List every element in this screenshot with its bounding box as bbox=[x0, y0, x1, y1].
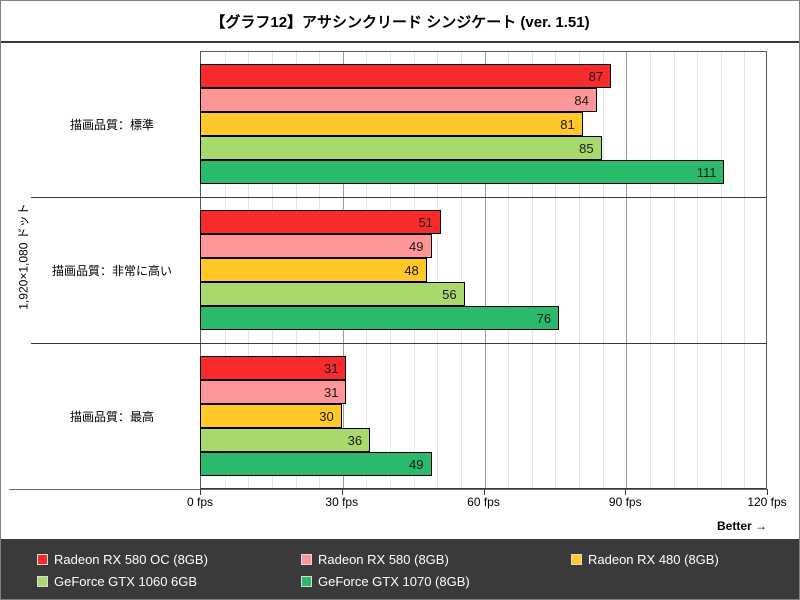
bar-row: 31 bbox=[200, 380, 767, 404]
legend-swatch-icon bbox=[37, 575, 48, 587]
bar[interactable]: 49 bbox=[200, 452, 432, 476]
gridline-minor bbox=[460, 52, 462, 488]
bar-value-label: 84 bbox=[574, 92, 589, 108]
x-tick-label: 90 fps bbox=[608, 495, 642, 509]
bar[interactable]: 30 bbox=[200, 404, 342, 428]
legend-item[interactable]: GeForce GTX 1060 6GB bbox=[37, 574, 197, 589]
bar-value-label: 49 bbox=[409, 456, 424, 472]
bar[interactable]: 51 bbox=[200, 210, 441, 234]
category-label: 描画品質：非常に高い bbox=[51, 264, 172, 278]
legend-swatch-icon bbox=[301, 575, 312, 587]
bar-value-label: 36 bbox=[347, 432, 363, 448]
gridline-minor bbox=[555, 52, 557, 488]
bar-value-label: 56 bbox=[442, 286, 457, 302]
bar-value-label: 87 bbox=[588, 68, 604, 84]
gridline-minor bbox=[649, 52, 651, 488]
x-tick-mark bbox=[625, 489, 627, 495]
y-axis-title: 1,920×1,080 ドット bbox=[16, 203, 31, 310]
legend-item[interactable]: GeForce GTX 1070 (8GB) bbox=[301, 574, 470, 589]
page-title: 【グラフ12】アサシンクリード シンジケート (ver. 1.51) bbox=[210, 13, 590, 31]
bar-row: 81 bbox=[200, 112, 767, 136]
legend-item[interactable]: Radeon RX 580 OC (8GB) bbox=[37, 552, 208, 567]
x-tick-label: 60 fps bbox=[467, 495, 500, 509]
legend-row-2: GeForce GTX 1060 6GB GeForce GTX 1070 (8G… bbox=[1, 570, 799, 592]
gridline-minor bbox=[508, 52, 510, 488]
gridline-minor bbox=[531, 52, 533, 488]
bar-row: 30 bbox=[200, 404, 767, 428]
bar[interactable]: 31 bbox=[200, 380, 347, 404]
x-tick-mark bbox=[767, 489, 768, 495]
x-tick-label: 120 fps bbox=[747, 495, 787, 509]
bar[interactable]: 48 bbox=[200, 258, 427, 282]
bar-value-label: 48 bbox=[404, 262, 419, 278]
legend-label: GeForce GTX 1070 (8GB) bbox=[318, 573, 470, 589]
gridline-minor bbox=[720, 52, 722, 488]
bar[interactable]: 87 bbox=[200, 64, 612, 88]
bar[interactable]: 76 bbox=[200, 306, 560, 330]
group-separator bbox=[31, 343, 767, 344]
bar-value-label: 30 bbox=[319, 408, 334, 424]
x-tick-mark bbox=[483, 489, 485, 495]
gridline-minor bbox=[744, 52, 746, 488]
legend-item[interactable]: Radeon RX 480 (8GB) bbox=[571, 552, 719, 567]
bar-row: 56 bbox=[200, 282, 767, 306]
bar-row: 87 bbox=[200, 64, 767, 88]
better-annotation: Better → bbox=[716, 519, 767, 533]
gridline-minor bbox=[697, 52, 699, 488]
title-bar: 【グラフ12】アサシンクリード シンジケート (ver. 1.51) bbox=[1, 1, 799, 43]
category-label: 描画品質：最高 bbox=[69, 410, 154, 424]
bar-row: 36 bbox=[200, 428, 767, 452]
x-tick-mark bbox=[341, 489, 343, 495]
group-separator bbox=[31, 197, 767, 198]
legend-swatch-icon bbox=[37, 553, 48, 565]
bar-value-label: 111 bbox=[696, 164, 717, 180]
legend-swatch-icon bbox=[571, 553, 582, 565]
legend-swatch-icon bbox=[301, 553, 312, 565]
gridline-minor bbox=[437, 52, 439, 488]
bar-row: 84 bbox=[200, 88, 767, 112]
bar-row: 49 bbox=[200, 234, 767, 258]
bar-value-label: 31 bbox=[324, 384, 339, 400]
bar[interactable]: 31 bbox=[200, 356, 347, 380]
x-tick-mark bbox=[200, 489, 201, 495]
bar[interactable]: 81 bbox=[200, 112, 583, 136]
gridline-minor bbox=[602, 52, 604, 488]
gridline-major bbox=[484, 52, 486, 488]
category-label: 描画品質：標準 bbox=[69, 118, 154, 132]
legend-label: Radeon RX 480 (8GB) bbox=[588, 551, 719, 567]
bar[interactable]: 111 bbox=[200, 160, 725, 184]
bar-value-label: 49 bbox=[409, 238, 424, 254]
bar-value-label: 76 bbox=[536, 310, 552, 326]
legend-label: Radeon RX 580 OC (8GB) bbox=[54, 551, 208, 567]
bar[interactable]: 84 bbox=[200, 88, 597, 112]
bar-row: 48 bbox=[200, 258, 767, 282]
gridline-minor bbox=[579, 52, 580, 488]
x-axis-line bbox=[9, 489, 767, 490]
bar[interactable]: 36 bbox=[200, 428, 371, 452]
bar-row: 49 bbox=[200, 452, 767, 476]
legend-label: GeForce GTX 1060 6GB bbox=[54, 573, 198, 589]
gridline-minor bbox=[673, 52, 675, 488]
bar-value-label: 51 bbox=[418, 214, 433, 230]
legend-row-1: Radeon RX 580 OC (8GB) Radeon RX 580 (8GB… bbox=[1, 548, 799, 570]
legend-item[interactable]: Radeon RX 580 (8GB) bbox=[301, 552, 449, 567]
bar-value-label: 81 bbox=[560, 116, 575, 132]
legend: Radeon RX 580 OC (8GB) Radeon RX 580 (8GB… bbox=[1, 539, 799, 599]
bar-row: 76 bbox=[200, 306, 767, 330]
bar-row: 31 bbox=[200, 356, 767, 380]
bar[interactable]: 56 bbox=[200, 282, 465, 306]
bar-row: 85 bbox=[200, 136, 767, 160]
legend-label: Radeon RX 580 (8GB) bbox=[318, 551, 449, 567]
bar-row: 111 bbox=[200, 160, 767, 184]
bar[interactable]: 85 bbox=[200, 136, 602, 160]
bar-row: 51 bbox=[200, 210, 767, 234]
bar[interactable]: 49 bbox=[200, 234, 432, 258]
x-tick-label: 0 fps bbox=[186, 495, 213, 509]
bar-value-label: 85 bbox=[579, 140, 594, 156]
chart-area: 1,920×1,080 ドット 描画品質：標準描画品質：非常に高い 描画品質：最高… bbox=[1, 43, 799, 538]
bar-value-label: 31 bbox=[324, 360, 339, 376]
x-tick-label: 30 fps bbox=[325, 495, 359, 509]
gridline-major bbox=[626, 52, 628, 488]
